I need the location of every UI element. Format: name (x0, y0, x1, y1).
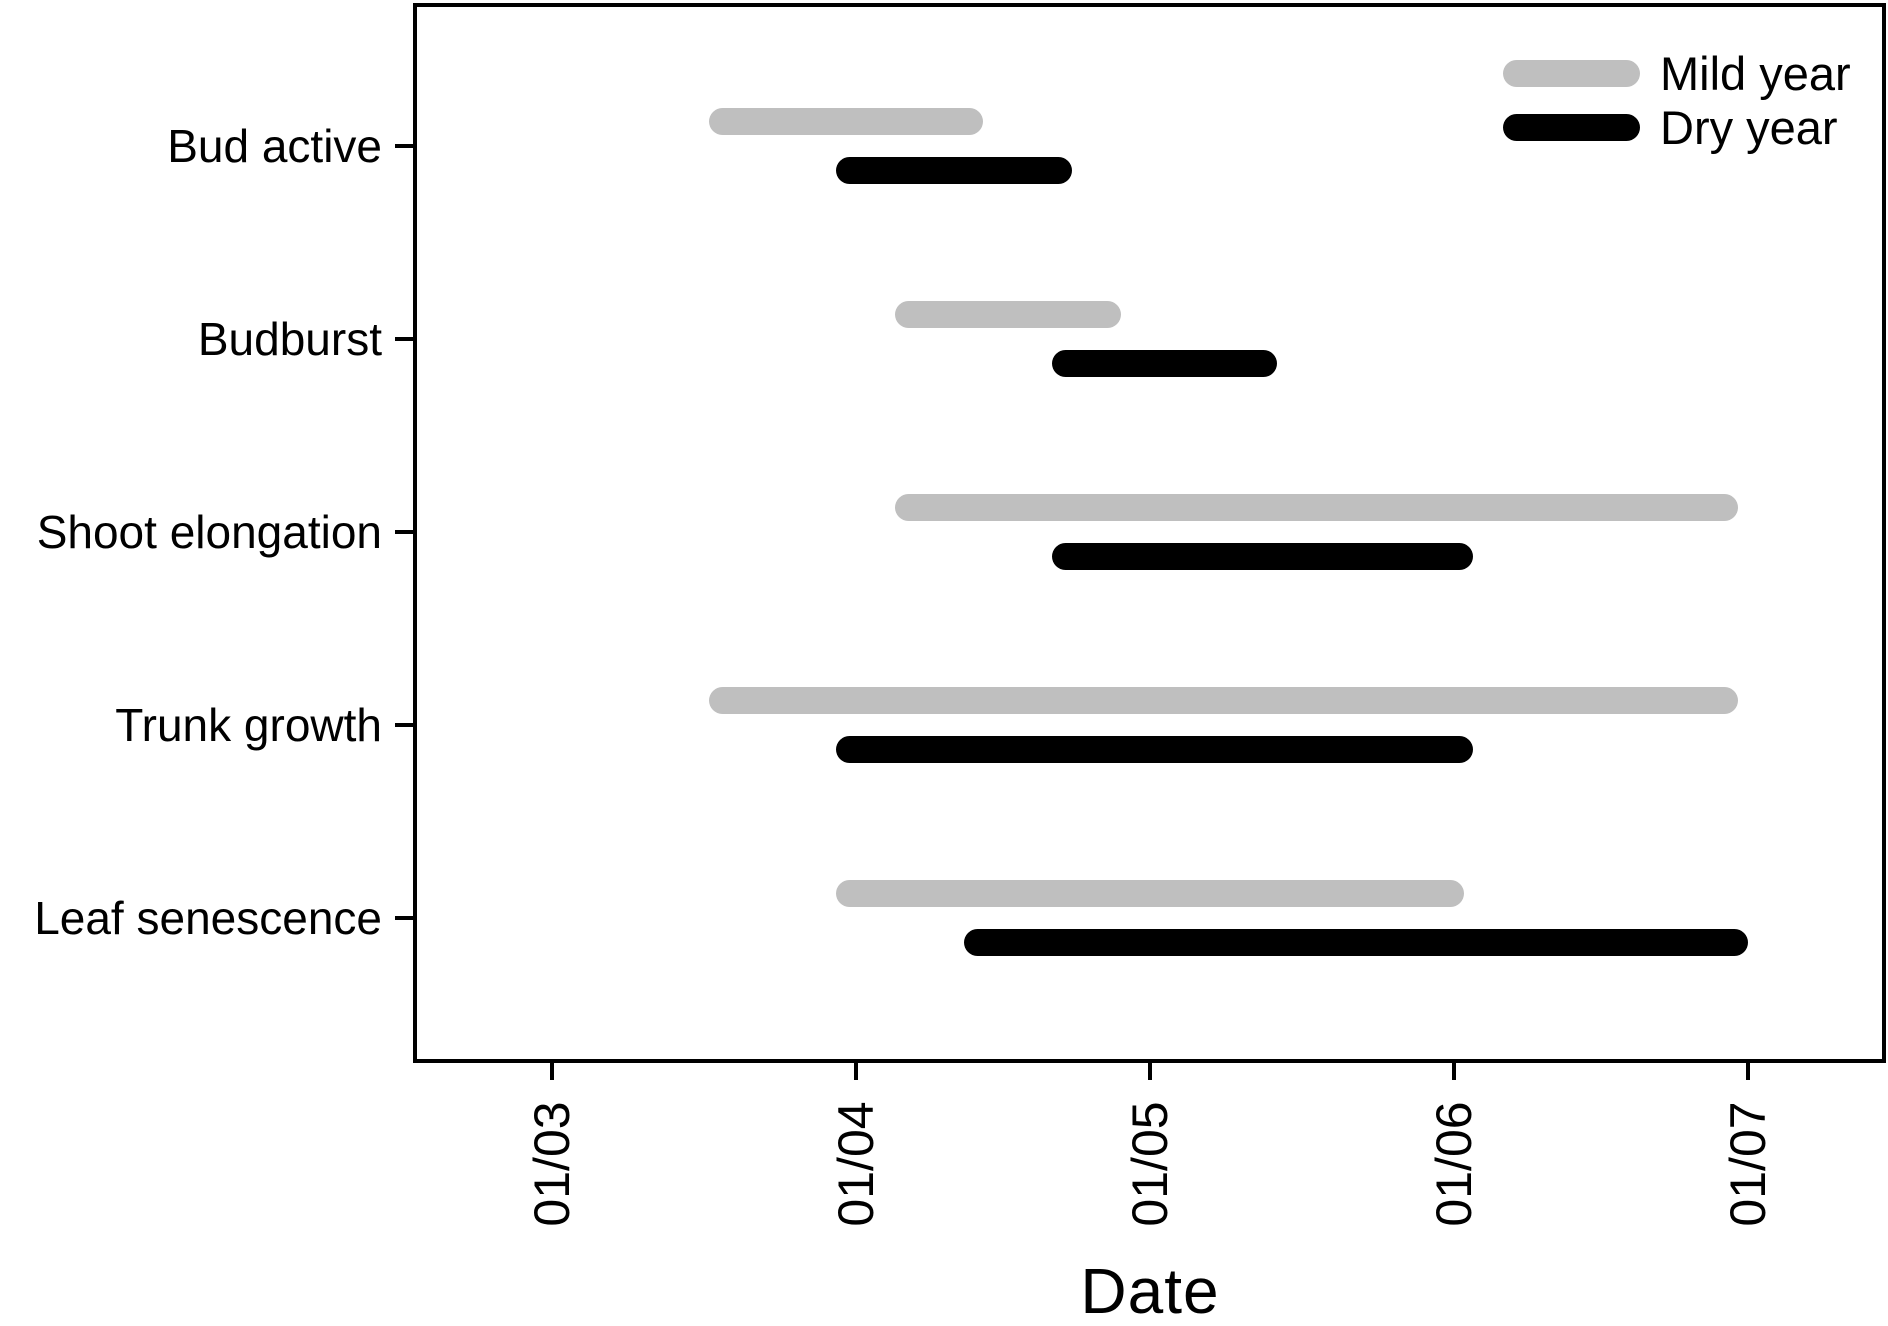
x-axis-tick-label-01-03: 01/03 (524, 1101, 581, 1227)
x-axis-tick-01-06 (1451, 1062, 1456, 1080)
bar-mild-year-leaf-senescence (836, 879, 1464, 907)
bar-dry-year-budburst (1052, 349, 1278, 377)
x-axis-tick-01-07 (1745, 1062, 1750, 1080)
legend-swatch-mild-year (1503, 59, 1640, 87)
legend-label-mild-year: Mild year (1660, 46, 1851, 100)
y-axis-tick-budburst (395, 337, 413, 341)
legend-row-mild-year: Mild year (1503, 46, 1851, 100)
y-axis-label-budburst: Budburst (197, 313, 382, 365)
y-axis-label-shoot-elongation: Shoot elongation (36, 506, 382, 558)
x-axis-tick-01-04 (854, 1062, 858, 1080)
x-axis-tick-01-05 (1148, 1062, 1152, 1080)
bar-dry-year-trunk-growth (836, 735, 1474, 763)
y-axis-tick-shoot-elongation (395, 530, 413, 534)
legend-swatch-dry-year (1503, 113, 1640, 141)
bar-mild-year-shoot-elongation (895, 493, 1738, 521)
bar-mild-year-bud-active (709, 107, 984, 135)
x-axis-tick-01-03 (550, 1062, 555, 1080)
plot-frame (413, 3, 1886, 1063)
x-axis-title: Date (1080, 1255, 1220, 1326)
y-axis-tick-bud-active (395, 144, 413, 148)
x-axis-tick-label-01-07: 01/07 (1719, 1101, 1776, 1227)
bar-dry-year-bud-active (836, 156, 1072, 184)
x-axis-tick-label-01-05: 01/05 (1122, 1101, 1178, 1227)
legend: Mild year Dry year (1503, 46, 1851, 154)
legend-label-dry-year: Dry year (1660, 100, 1838, 154)
y-axis-label-leaf-senescence: Leaf senescence (34, 892, 382, 944)
y-axis-label-bud-active: Bud active (167, 120, 382, 172)
bar-mild-year-budburst (895, 300, 1121, 328)
bar-dry-year-leaf-senescence (963, 928, 1748, 956)
x-axis-tick-label-01-06: 01/06 (1425, 1101, 1482, 1227)
bar-dry-year-shoot-elongation (1052, 542, 1474, 570)
y-axis-tick-leaf-senescence (395, 916, 413, 920)
y-axis-label-trunk-growth: Trunk growth (115, 699, 382, 751)
x-axis-tick-label-01-04: 01/04 (828, 1101, 884, 1227)
legend-row-dry-year: Dry year (1503, 100, 1851, 154)
y-axis-tick-trunk-growth (395, 723, 413, 727)
bar-mild-year-trunk-growth (709, 686, 1738, 714)
